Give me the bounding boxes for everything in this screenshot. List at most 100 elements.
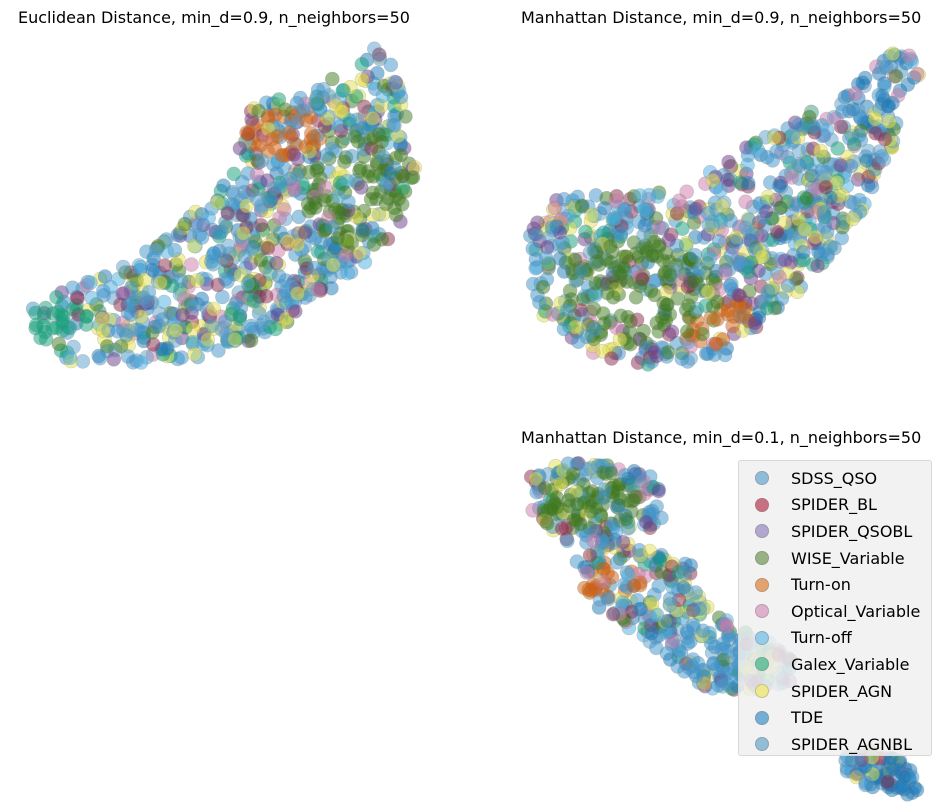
legend-item-turn-on: Turn-on bbox=[739, 571, 931, 598]
panel-title-euclidean-0.9: Euclidean Distance, min_d=0.9, n_neighbo… bbox=[18, 8, 410, 27]
scatter-point bbox=[92, 350, 108, 366]
scatter-point bbox=[287, 304, 303, 319]
scatter-point bbox=[631, 249, 646, 264]
scatter-point bbox=[239, 198, 254, 214]
legend-label: SPIDER_AGN bbox=[791, 681, 893, 701]
scatter-point bbox=[347, 129, 363, 144]
scatter-point bbox=[651, 220, 667, 235]
scatter-point bbox=[177, 216, 193, 232]
scatter-point bbox=[584, 484, 600, 499]
legend-item-spider-bl: SPIDER_BL bbox=[739, 492, 931, 519]
scatter-point bbox=[186, 299, 201, 314]
scatter-point bbox=[741, 264, 756, 280]
scatter-point bbox=[662, 597, 678, 613]
scatter-point bbox=[877, 131, 893, 147]
scatter-point bbox=[852, 109, 868, 124]
scatter-point bbox=[719, 619, 735, 635]
scatter-point bbox=[253, 217, 269, 233]
scatter-point bbox=[267, 107, 283, 123]
scatter-point bbox=[606, 211, 622, 227]
scatter-point bbox=[843, 158, 859, 174]
scatter-point bbox=[732, 308, 748, 324]
scatter-point bbox=[194, 230, 210, 245]
scatter-point bbox=[847, 86, 863, 101]
scatter-point bbox=[688, 668, 704, 684]
scatter-point bbox=[70, 290, 85, 306]
scatter-point bbox=[660, 345, 676, 360]
scatter-point bbox=[273, 179, 288, 194]
scatter-point bbox=[529, 227, 544, 242]
scatter-point bbox=[220, 274, 235, 289]
legend-item-optical-variable: Optical_Variable bbox=[739, 598, 931, 625]
scatter-point bbox=[226, 166, 242, 182]
scatter-point bbox=[688, 201, 703, 217]
scatter-point bbox=[649, 607, 665, 623]
scatter-point bbox=[674, 199, 690, 214]
scatter-point bbox=[636, 228, 651, 243]
legend-label: Optical_Variable bbox=[791, 601, 921, 621]
scatter-point bbox=[559, 533, 575, 549]
scatter-point bbox=[334, 104, 350, 119]
legend-item-sdss-qso: SDSS_QSO bbox=[739, 465, 931, 492]
scatter-point bbox=[766, 130, 782, 145]
scatter-point bbox=[885, 95, 900, 111]
scatter-point bbox=[393, 89, 409, 105]
scatter-point bbox=[880, 774, 895, 790]
scatter-point bbox=[155, 312, 170, 327]
scatter-point bbox=[888, 68, 904, 84]
scatter-point bbox=[78, 309, 94, 324]
scatter-point bbox=[246, 293, 261, 309]
legend-item-tde: TDE bbox=[739, 704, 931, 731]
scatter-point bbox=[187, 346, 202, 362]
scatter-point bbox=[744, 226, 760, 242]
scatter-point bbox=[620, 471, 636, 487]
scatter-point bbox=[251, 103, 267, 119]
legend-label: Turn-on bbox=[791, 575, 851, 595]
scatter-point bbox=[881, 114, 897, 129]
scatter-point bbox=[374, 232, 390, 247]
scatter-point bbox=[212, 225, 227, 241]
scatter-point bbox=[96, 283, 111, 299]
scatter-point bbox=[335, 83, 351, 98]
scatter-point bbox=[604, 351, 619, 366]
scatter-point bbox=[168, 323, 183, 338]
scatter-point bbox=[705, 299, 721, 314]
scatter-point bbox=[382, 166, 398, 181]
scatter-point bbox=[201, 210, 216, 226]
scatter-point bbox=[254, 153, 270, 168]
scatter-point bbox=[579, 565, 595, 580]
scatter-point bbox=[525, 241, 541, 257]
scatter-point bbox=[272, 210, 287, 226]
scatter-point bbox=[632, 188, 648, 203]
scatter-point bbox=[799, 154, 814, 170]
legend-label: WISE_Variable bbox=[791, 548, 905, 568]
scatter-point bbox=[539, 515, 555, 531]
scatter-point bbox=[216, 178, 231, 193]
scatter-point bbox=[375, 149, 391, 165]
scatter-point bbox=[632, 278, 648, 294]
scatter-point bbox=[387, 74, 402, 90]
scatter-point bbox=[544, 501, 560, 517]
scatter-point bbox=[676, 580, 691, 595]
scatter-point bbox=[368, 191, 384, 207]
scatter-point bbox=[722, 278, 738, 294]
scatter-point bbox=[867, 111, 883, 127]
circle-marker-icon bbox=[755, 524, 769, 539]
scatter-point bbox=[700, 284, 716, 300]
scatter-point bbox=[586, 533, 601, 549]
scatter-point bbox=[799, 191, 815, 206]
scatter-point bbox=[133, 355, 149, 370]
scatter-point bbox=[612, 332, 628, 347]
scatter-point bbox=[268, 321, 283, 337]
legend-label: SDSS_QSO bbox=[791, 468, 878, 488]
scatter-point bbox=[818, 180, 834, 195]
scatter-point bbox=[692, 601, 708, 617]
scatter-point bbox=[608, 193, 624, 209]
scatter-point bbox=[354, 57, 370, 72]
scatter-point bbox=[772, 178, 787, 194]
scatter-point bbox=[62, 350, 78, 366]
scatter-point bbox=[674, 351, 690, 367]
legend-label: SPIDER_BL bbox=[791, 495, 877, 515]
scatter-point bbox=[278, 295, 294, 311]
scatter-point bbox=[613, 226, 629, 241]
